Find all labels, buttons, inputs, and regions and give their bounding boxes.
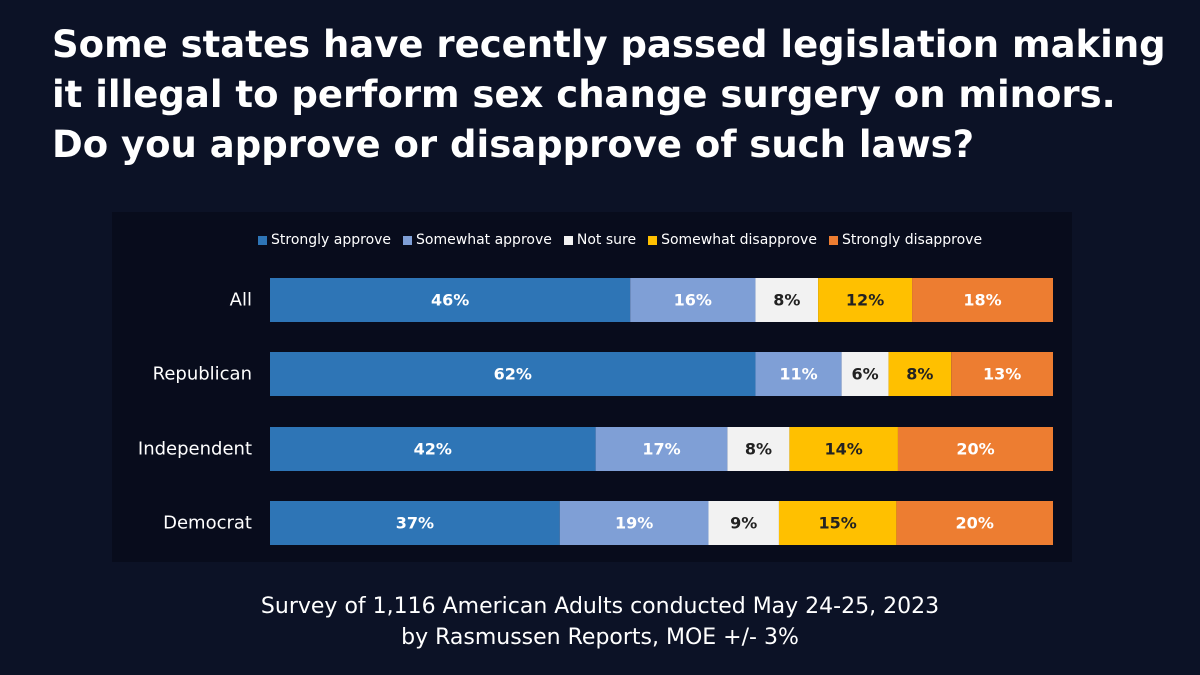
data-label-republican-somewhat-disapprove: 8% [906,365,933,384]
legend-label-somewhat-disapprove: Somewhat disapprove [661,232,817,248]
data-label-independent-somewhat-approve: 17% [642,440,680,459]
legend-swatch-not-sure [563,235,573,245]
legend-item-somewhat-approve: Somewhat approve [403,232,552,248]
data-label-all-strongly-approve: 46% [431,291,469,310]
legend-swatch-somewhat-approve [403,235,413,245]
bar-segment-democrat-somewhat-approve [559,501,709,545]
legend-label-strongly-disapprove: Strongly disapprove [841,232,983,248]
data-label-democrat-strongly-disapprove: 20% [956,514,994,533]
bar-segment-democrat-not-sure [708,501,779,545]
bar-segment-republican-strongly-disapprove [951,352,1053,396]
legend-item-not-sure: Not sure [563,232,637,248]
bar-segment-independent-somewhat-disapprove [789,427,898,471]
data-label-independent-somewhat-disapprove: 14% [825,440,863,459]
data-label-democrat-strongly-approve: 37% [396,514,434,533]
legend-swatch-strongly-approve [258,235,267,245]
bar-segment-all-strongly-approve [270,278,631,322]
bar-segment-all-strongly-disapprove [912,278,1053,322]
data-label-all-somewhat-approve: 16% [674,291,712,310]
data-label-all-not-sure: 8% [773,291,800,310]
category-label-republican: Republican [153,364,252,385]
data-label-democrat-somewhat-disapprove: 15% [819,514,857,533]
legend-label-strongly-approve: Strongly approve [271,232,392,248]
legend-label-not-sure: Not sure [576,232,637,248]
bar-segment-democrat-strongly-approve [270,501,560,545]
data-label-all-somewhat-disapprove: 12% [846,291,884,310]
bar-segment-all-somewhat-approve [630,278,756,322]
legend-item-somewhat-disapprove: Somewhat disapprove [648,232,817,248]
legend-item-strongly-disapprove: Strongly disapprove [828,232,983,248]
legend-swatch-somewhat-disapprove [648,235,658,245]
bar-segment-all-somewhat-disapprove [818,278,913,322]
data-label-all-strongly-disapprove: 18% [963,291,1001,310]
bar-segment-democrat-strongly-disapprove [896,501,1053,545]
bar-segment-republican-strongly-approve [270,352,756,396]
category-label-independent: Independent [138,439,252,460]
bar-segment-republican-somewhat-disapprove [888,352,952,396]
legend-label-somewhat-approve: Somewhat approve [416,232,552,248]
bar-segment-democrat-somewhat-disapprove [778,501,897,545]
survey-footnote: Survey of 1,116 American Adults conducte… [0,591,1200,653]
footnote-line-2: by Rasmussen Reports, MOE +/- 3% [401,625,799,650]
data-label-independent-strongly-disapprove: 20% [956,440,994,459]
data-label-republican-strongly-approve: 62% [494,365,532,384]
bar-segment-independent-strongly-disapprove [897,427,1053,471]
data-label-democrat-somewhat-approve: 19% [615,514,653,533]
bar-segment-all-not-sure [755,278,819,322]
chart-title: Some states have recently passed legisla… [52,23,1166,166]
bar-segment-republican-not-sure [841,352,889,396]
data-label-republican-strongly-disapprove: 13% [983,365,1021,384]
data-label-republican-somewhat-approve: 11% [779,365,817,384]
chart-legend: Strongly approve Somewhat approve Not sure… [258,229,1058,251]
bar-segment-independent-somewhat-approve [595,427,728,471]
data-label-independent-strongly-approve: 42% [414,440,452,459]
bar-segment-independent-not-sure [727,427,790,471]
footnote-line-1: Survey of 1,116 American Adults conducte… [260,594,940,619]
bar-segment-independent-strongly-approve [270,427,596,471]
data-label-independent-not-sure: 8% [745,440,772,459]
category-label-all: All [230,290,252,311]
bar-segment-republican-somewhat-approve [755,352,842,396]
data-label-democrat-not-sure: 9% [730,514,757,533]
legend-swatch-strongly-disapprove [828,235,838,245]
legend-item-strongly-approve: Strongly approve [258,232,391,248]
category-label-democrat: Democrat [163,513,252,534]
data-label-republican-not-sure: 6% [851,365,878,384]
